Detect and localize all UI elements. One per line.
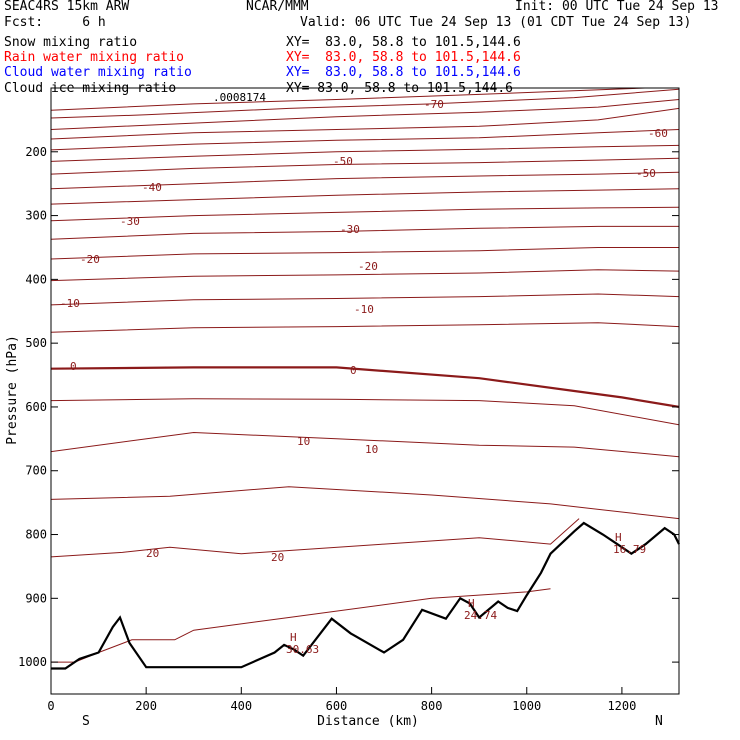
contour-label-m50-b: -50	[636, 167, 656, 180]
contour-label-20-b: 20	[271, 551, 284, 564]
isotherm-m30	[51, 206, 679, 222]
north-end-label: N	[655, 714, 663, 729]
isotherm-contours	[51, 88, 679, 663]
max-value-label: .0008174	[213, 91, 266, 104]
legend-xy-snow: XY= 83.0, 58.8 to 101.5,144.6	[286, 35, 521, 50]
contour-label-10-b: 10	[365, 443, 378, 456]
legend-label-cloud-water: Cloud water mixing ratio	[4, 65, 192, 80]
x-tick-label-400: 400	[230, 699, 252, 713]
contour-label-m10-a: -10	[60, 297, 80, 310]
x-tick-label-1000: 1000	[512, 699, 541, 713]
contour-label-m30-b: -30	[340, 223, 360, 236]
isotherm-m25	[51, 225, 679, 240]
header-valid: Valid: 06 UTC Tue 24 Sep 13 (01 CDT Tue …	[300, 15, 692, 30]
contour-label-0-a: 0	[70, 360, 77, 373]
isotherm-5	[51, 398, 679, 426]
isotherm-0	[51, 366, 679, 408]
high-value-1: 30.63	[286, 643, 319, 656]
isotherm-m45	[51, 157, 679, 175]
y-tick-label-200: 200	[25, 145, 47, 159]
y-tick-label-700: 700	[25, 464, 47, 478]
legend-label-rain: Rain water mixing ratio	[4, 50, 185, 65]
contour-label-0-b: 0	[350, 364, 357, 377]
isotherm-m50	[51, 144, 679, 162]
isotherm-m75	[51, 88, 659, 111]
isotherm-15	[51, 486, 679, 520]
high-value-2: 24.74	[464, 609, 497, 622]
contour-label-m30-a: -30	[120, 215, 140, 228]
contour-label-m40: -40	[142, 181, 162, 194]
isotherm-m60	[51, 107, 679, 140]
axes: 0 200 400 600 800 1000 12002003004005006007008…	[18, 145, 679, 713]
isotherm-m20	[51, 247, 679, 260]
terrain-line	[51, 521, 680, 670]
isotherm-10	[51, 431, 679, 458]
isotherm-m15	[51, 269, 679, 282]
y-axis-label: Pressure (hPa)	[5, 335, 20, 445]
isotherm-20	[51, 518, 580, 558]
legend-xy-cloud-water: XY= 83.0, 58.8 to 101.5,144.6	[286, 65, 521, 80]
terrain-profile	[51, 521, 680, 670]
x-tick-label-200: 200	[135, 699, 157, 713]
legend-xy-rain: XY= 83.0, 58.8 to 101.5,144.6	[286, 50, 521, 65]
y-tick-label-500: 500	[25, 336, 47, 350]
y-tick-label-900: 900	[25, 591, 47, 605]
isotherm-m35	[51, 188, 679, 205]
header-title: SEAC4RS 15km ARW	[4, 0, 130, 14]
y-tick-label-400: 400	[25, 272, 47, 286]
y-tick-label-800: 800	[25, 528, 47, 542]
isotherm-m5	[51, 322, 679, 333]
isotherm-m65	[51, 99, 679, 130]
high-marker-1: H	[290, 631, 297, 644]
isotherm-m55	[51, 129, 679, 151]
isotherm-m10	[51, 293, 679, 306]
y-tick-label-300: 300	[25, 209, 47, 223]
contour-label-10-a: 10	[297, 435, 310, 448]
contour-label-m50-a: -50	[333, 155, 353, 168]
contour-label-m10-b: -10	[354, 303, 374, 316]
isotherm-m40	[51, 171, 679, 190]
contour-label-m60: -60	[648, 127, 668, 140]
legend-label-snow: Snow mixing ratio	[4, 35, 138, 50]
contour-label-20-a: 20	[146, 547, 159, 560]
isotherm-m70	[51, 88, 679, 119]
x-tick-label-600: 600	[326, 699, 348, 713]
contour-label-m20-a: -20	[80, 253, 100, 266]
contour-label-m70: -70	[424, 98, 444, 111]
x-tick-label-0: 0	[47, 699, 54, 713]
y-tick-label-600: 600	[25, 400, 47, 414]
y-tick-label-1000: 1000	[18, 655, 47, 669]
x-tick-label-1200: 1200	[607, 699, 636, 713]
plot-frame	[50, 87, 680, 695]
high-marker-3: H	[615, 531, 622, 544]
contour-label-m20-b: -20	[358, 260, 378, 273]
header-init: Init: 00 UTC Tue 24 Sep 13	[515, 0, 719, 14]
x-axis-label: Distance (km)	[317, 714, 419, 729]
south-end-label: S	[82, 714, 90, 729]
header-forecast: Fcst: 6 h	[4, 15, 106, 30]
x-tick-label-800: 800	[421, 699, 443, 713]
header-org: NCAR/MMM	[246, 0, 309, 14]
high-marker-2: H	[468, 597, 475, 610]
high-value-3: 16.79	[613, 543, 646, 556]
